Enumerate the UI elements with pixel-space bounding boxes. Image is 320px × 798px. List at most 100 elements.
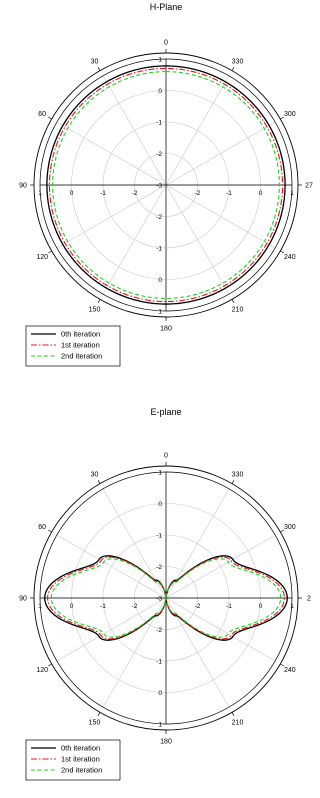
chart-title: E-plane (150, 407, 181, 417)
angle-tick-label: 300 (284, 524, 296, 531)
angle-tick-label: 120 (36, 667, 48, 674)
angle-tick (48, 116, 52, 120)
inner-ring (39, 58, 293, 312)
radial-tick-label: -1 (100, 190, 106, 197)
angle-tick (231, 480, 235, 484)
angle-tick-label: 180 (160, 326, 172, 333)
angle-tick-label: 210 (232, 306, 244, 313)
angle-tick (231, 67, 235, 71)
angle-tick-label: 240 (284, 667, 296, 674)
grid-spoke (165, 534, 276, 599)
grid-spoke (165, 597, 276, 662)
radial-tick-label: 1 (158, 57, 162, 64)
angle-tick-label: 120 (36, 254, 48, 261)
angle-tick (97, 480, 101, 484)
grid-spoke (102, 184, 167, 295)
radial-tick-label: -1 (226, 603, 232, 610)
angle-tick-label: 90 (19, 596, 27, 603)
radial-tick-label: 0 (70, 603, 74, 610)
grid-spoke (165, 184, 230, 295)
radial-tick-label: -1 (156, 120, 162, 127)
angle-tick (231, 712, 235, 716)
series-line-3 (52, 71, 280, 299)
series-line-1 (46, 65, 286, 305)
radial-tick-label: 0 (158, 690, 162, 697)
angle-tick (280, 529, 284, 533)
angle-tick-label: 0 (164, 453, 168, 460)
angle-tick-label: 210 (232, 719, 244, 726)
angle-tick-label: 90 (19, 183, 27, 190)
angle-tick-label: 330 (232, 59, 244, 66)
radial-tick-label: 0 (158, 88, 162, 95)
angle-tick (97, 712, 101, 716)
radial-tick-label: -2 (156, 214, 162, 221)
grid-spoke (56, 184, 167, 249)
radial-tick-label: -2 (195, 603, 201, 610)
angle-tick (97, 299, 101, 303)
angle-tick-label: 150 (89, 306, 101, 313)
angle-tick-label: 30 (91, 472, 99, 479)
angle-tick-label: 2 (307, 596, 311, 603)
legend-label: 1st iteration (61, 341, 100, 350)
radial-tick-label: -1 (156, 533, 162, 540)
angle-tick-label: 60 (38, 111, 46, 118)
radial-tick-label: -2 (132, 603, 138, 610)
legend-label: 2nd iteration (61, 352, 102, 361)
legend: 0th iteration 1st iteration 2nd iteration (25, 325, 121, 367)
radial-tick-label: -1 (156, 659, 162, 666)
inner-ring (39, 471, 293, 725)
angle-tick-label: 300 (284, 111, 296, 118)
polar-chart-2: E-plane 0 30 60 90 120 150 180 210 240 2 300 330 -3 -2… (19, 407, 311, 781)
radial-tick-label: -2 (156, 151, 162, 158)
radial-tick-label: 1 (38, 603, 42, 610)
grid-spoke (165, 75, 230, 186)
grid-spoke (56, 597, 167, 662)
radial-tick-label: 1 (158, 722, 162, 729)
radial-tick-label: 1 (158, 470, 162, 477)
radial-tick-label: -1 (100, 603, 106, 610)
radial-tick-label: 0 (158, 501, 162, 508)
angle-tick-label: 240 (284, 254, 296, 261)
angle-tick-label: 0 (164, 40, 168, 47)
series-line-3 (50, 558, 282, 638)
legend-label: 2nd iteration (61, 766, 102, 775)
grid-spoke (102, 75, 167, 186)
radial-tick-label: 0 (259, 603, 263, 610)
angle-tick-label: 330 (232, 472, 244, 479)
radial-tick-label: 1 (158, 309, 162, 316)
angle-tick-label: 150 (89, 719, 101, 726)
radial-tick-label: -3 (156, 596, 162, 603)
angle-tick-label: 60 (38, 524, 46, 531)
angle-tick (97, 67, 101, 71)
radial-tick-label: -2 (156, 564, 162, 571)
angle-tick (48, 250, 52, 254)
grid-spoke (165, 121, 276, 186)
radial-tick-label: -1 (226, 190, 232, 197)
grid-spoke (165, 184, 276, 249)
legend-label: 0th iteration (61, 330, 100, 339)
radial-tick-label: 0 (259, 190, 263, 197)
radial-tick-label: 1 (290, 603, 294, 610)
legend-label: 1st iteration (61, 755, 100, 764)
legend-box (25, 325, 121, 367)
angle-tick-label: 27 (305, 183, 313, 190)
radial-tick-label: -2 (156, 627, 162, 634)
radial-tick-label: 1 (38, 190, 42, 197)
radial-tick-label: 0 (70, 190, 74, 197)
legend: 0th iteration 1st iteration 2nd iteration (25, 739, 121, 781)
angle-tick (280, 663, 284, 667)
angle-tick (48, 529, 52, 533)
angle-tick (280, 250, 284, 254)
angle-tick-label: 180 (160, 739, 172, 746)
radial-tick-label: -2 (195, 190, 201, 197)
angle-tick (48, 663, 52, 667)
angle-tick-label: 30 (91, 59, 99, 66)
grid-spoke (56, 121, 167, 186)
angle-tick (280, 116, 284, 120)
chart-title: H-Plane (150, 2, 183, 12)
polar-chart-1: H-Plane 0 30 60 90 120 150 180 210 240 27 300 330 -3 -… (19, 2, 313, 367)
radial-tick-label: -3 (156, 183, 162, 190)
radial-tick-label: 0 (158, 277, 162, 284)
